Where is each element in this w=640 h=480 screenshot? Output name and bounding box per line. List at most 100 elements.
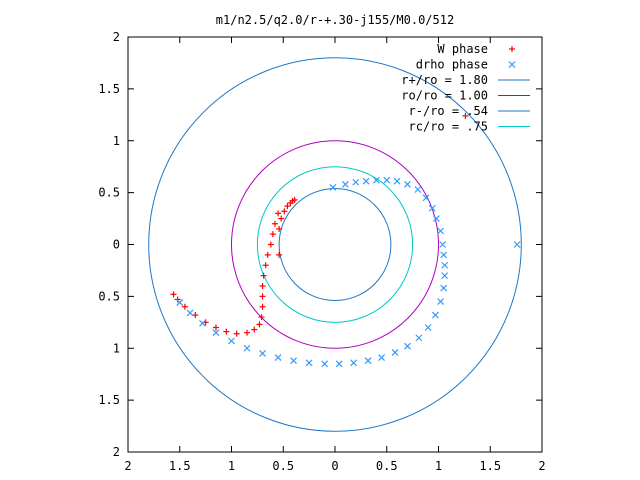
- x-tick-label: 1: [228, 459, 235, 473]
- w-phase-point: [192, 312, 199, 319]
- drho-phase-point: [335, 360, 343, 368]
- w-phase-point: [264, 251, 271, 258]
- drho-phase-point: [440, 251, 448, 259]
- w-phase-point: [278, 215, 285, 222]
- circle-rc-ro: [256, 166, 414, 323]
- drho-phase-point: [415, 334, 423, 342]
- legend-label: rc/ro = .75: [409, 120, 488, 134]
- y-tick-label: 0: [113, 238, 120, 252]
- w-phase-point: [291, 196, 298, 203]
- drho-phase-point: [290, 357, 298, 365]
- w-phase-point: [259, 283, 266, 289]
- legend-marker-sample: [509, 46, 515, 52]
- drho-phase-point: [352, 178, 360, 186]
- drho-phase-point: [364, 357, 372, 365]
- w-phase-point: [223, 328, 230, 335]
- chart-title: m1/n2.5/q2.0/r-+.30-j155/M0.0/512: [216, 13, 454, 27]
- w-phase-point: [181, 303, 188, 310]
- drho-phase-point: [441, 272, 449, 280]
- drho-phase-point: [259, 350, 266, 357]
- drho-phase-point: [437, 298, 444, 305]
- w-phase-point: [262, 262, 269, 269]
- w-phase-point: [276, 225, 283, 232]
- y-tick-label: 1: [113, 341, 120, 355]
- circle-r-ro: [278, 187, 392, 302]
- w-phase-point: [212, 324, 219, 331]
- legend-label: drho phase: [416, 58, 488, 72]
- drho-phase-point: [428, 204, 436, 212]
- drho-phase-point: [437, 227, 444, 235]
- circle-ro-ro: [231, 140, 439, 349]
- y-tick-label: 2: [113, 445, 120, 459]
- drho-phase-point: [274, 354, 282, 362]
- circles-layer: [148, 57, 522, 432]
- legend-label: ro/ro = 1.00: [401, 89, 488, 103]
- w-phase-point: [174, 296, 181, 303]
- axis-layer: 2 1.5 1 0.5 0 0.5 1 1.5 221.510.500.511.52: [98, 30, 545, 473]
- x-tick-label: 1.5: [479, 459, 501, 473]
- drho-phase-point: [372, 176, 380, 184]
- legend-label: r-/ro = .54: [409, 104, 488, 118]
- x-tick-label: 0.5: [376, 459, 398, 473]
- drho-phase-point: [305, 359, 313, 367]
- w-phase-point: [276, 251, 283, 258]
- drho-phase-point: [176, 299, 184, 307]
- legend-label: W phase: [437, 42, 488, 56]
- drho-phase-point: [362, 177, 370, 185]
- drho-phase-point: [350, 359, 358, 367]
- y-tick-label: 0.5: [98, 186, 120, 200]
- w-phase-point: [251, 326, 258, 333]
- drho-phase-point: [228, 337, 235, 345]
- drho-phase-point: [329, 184, 337, 191]
- drho-phase-point: [321, 360, 329, 368]
- circle-r-ro: [148, 57, 522, 432]
- drho-phase-point: [424, 324, 432, 331]
- drho-phase-point: [431, 311, 439, 319]
- w-phase-point: [259, 303, 266, 310]
- drho-phase-point: [383, 176, 391, 184]
- w-phase-point: [244, 329, 251, 336]
- drho-phase-point: [440, 284, 448, 292]
- drho-phase-point: [404, 342, 411, 350]
- drho-phase-point: [378, 354, 385, 362]
- points-layer: [170, 112, 521, 368]
- w-phase-point: [233, 330, 240, 337]
- drho-phase-point: [243, 344, 251, 352]
- drho-phase-point: [391, 348, 399, 356]
- x-tick-label: 2: [124, 459, 131, 473]
- drho-phase-point: [186, 309, 194, 317]
- drho-phase-point: [414, 186, 422, 193]
- w-phase-point: [260, 272, 267, 279]
- legend-marker-sample: [508, 61, 516, 68]
- x-tick-label: 0.5: [272, 459, 294, 473]
- w-phase-point: [269, 231, 276, 238]
- x-tick-label: 0: [331, 459, 338, 473]
- drho-phase-point: [393, 177, 401, 185]
- w-phase-point: [259, 293, 266, 300]
- drho-phase-point: [341, 180, 349, 188]
- w-phase-point: [170, 291, 177, 298]
- y-tick-label: 1: [113, 134, 120, 148]
- x-tick-label: 2: [538, 459, 545, 473]
- drho-phase-point: [433, 215, 440, 222]
- x-tick-label: 1.5: [169, 459, 191, 473]
- w-phase-point: [256, 321, 263, 328]
- drho-phase-point: [439, 241, 447, 248]
- y-tick-label: 0.5: [98, 289, 120, 303]
- legend-label: r+/ro = 1.80: [401, 73, 488, 87]
- w-phase-point: [284, 203, 291, 210]
- y-tick-label: 2: [113, 30, 120, 44]
- y-tick-label: 1.5: [98, 393, 120, 407]
- drho-phase-point: [404, 180, 411, 188]
- w-phase-point: [462, 112, 469, 119]
- w-phase-point: [275, 210, 282, 217]
- w-phase-point: [258, 314, 265, 321]
- drho-phase-point: [422, 194, 430, 202]
- w-phase-point: [281, 208, 288, 215]
- drho-phase-point: [441, 261, 449, 269]
- drho-phase-point: [212, 329, 220, 337]
- x-tick-label: 1: [435, 459, 442, 473]
- drho-phase-point: [513, 241, 521, 248]
